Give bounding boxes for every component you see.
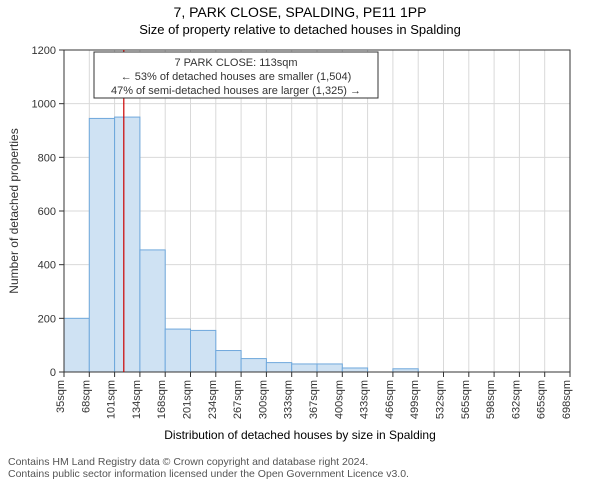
x-tick-label: 367sqm bbox=[308, 380, 320, 419]
histogram-bar bbox=[266, 363, 291, 372]
svg-text:1200: 1200 bbox=[32, 45, 56, 57]
svg-text:0: 0 bbox=[50, 367, 56, 379]
x-tick-label: 101sqm bbox=[106, 380, 118, 419]
x-tick-label: 598sqm bbox=[485, 380, 497, 419]
x-tick-label: 267sqm bbox=[232, 380, 244, 419]
x-tick-label: 400sqm bbox=[333, 380, 345, 419]
annotation-line: ← 53% of detached houses are smaller (1,… bbox=[121, 71, 352, 83]
annotation-line: 47% of semi-detached houses are larger (… bbox=[111, 85, 361, 97]
x-tick-label: 68sqm bbox=[80, 380, 92, 413]
histogram-bar bbox=[241, 359, 266, 372]
svg-text:800: 800 bbox=[38, 152, 56, 164]
x-axis-caption: Distribution of detached houses by size … bbox=[0, 428, 600, 442]
svg-text:1000: 1000 bbox=[32, 99, 56, 111]
x-tick-label: 300sqm bbox=[257, 380, 269, 419]
histogram-bar bbox=[216, 351, 241, 372]
histogram-bar bbox=[89, 118, 114, 372]
x-tick-label: 499sqm bbox=[409, 380, 421, 419]
footer-line-2: Contains public sector information licen… bbox=[8, 468, 592, 480]
histogram-bar bbox=[317, 364, 342, 372]
x-tick-label: 466sqm bbox=[384, 380, 396, 419]
x-tick-label: 134sqm bbox=[131, 380, 143, 419]
footer-line-1: Contains HM Land Registry data © Crown c… bbox=[8, 456, 592, 468]
x-tick-label: 532sqm bbox=[435, 380, 447, 419]
histogram-bar bbox=[64, 318, 89, 372]
svg-text:200: 200 bbox=[38, 313, 56, 325]
x-tick-label: 665sqm bbox=[536, 380, 548, 419]
x-tick-label: 168sqm bbox=[156, 380, 168, 419]
svg-text:600: 600 bbox=[38, 206, 56, 218]
histogram-bar bbox=[191, 330, 216, 372]
histogram-bar bbox=[165, 329, 190, 372]
x-tick-label: 433sqm bbox=[359, 380, 371, 419]
svg-text:400: 400 bbox=[38, 260, 56, 272]
x-tick-label: 698sqm bbox=[561, 380, 573, 419]
x-tick-label: 234sqm bbox=[207, 380, 219, 419]
histogram-bar bbox=[115, 117, 140, 372]
x-tick-label: 201sqm bbox=[182, 380, 194, 419]
x-tick-label: 565sqm bbox=[460, 380, 472, 419]
histogram-chart: 0 200 400 600 800 1000 1200 35sqm 68sqm 101sqm 134… bbox=[0, 0, 600, 430]
footer-attribution: Contains HM Land Registry data © Crown c… bbox=[8, 456, 592, 480]
annotation-line: 7 PARK CLOSE: 113sqm bbox=[174, 57, 297, 69]
x-tick-label: 333sqm bbox=[283, 380, 295, 419]
histogram-bar bbox=[292, 364, 317, 372]
histogram-bar bbox=[140, 250, 165, 372]
histogram-bar bbox=[342, 368, 367, 372]
y-axis-label: Number of detached properties bbox=[7, 128, 21, 293]
x-tick-label: 632sqm bbox=[510, 380, 522, 419]
x-tick-label: 35sqm bbox=[55, 380, 67, 413]
